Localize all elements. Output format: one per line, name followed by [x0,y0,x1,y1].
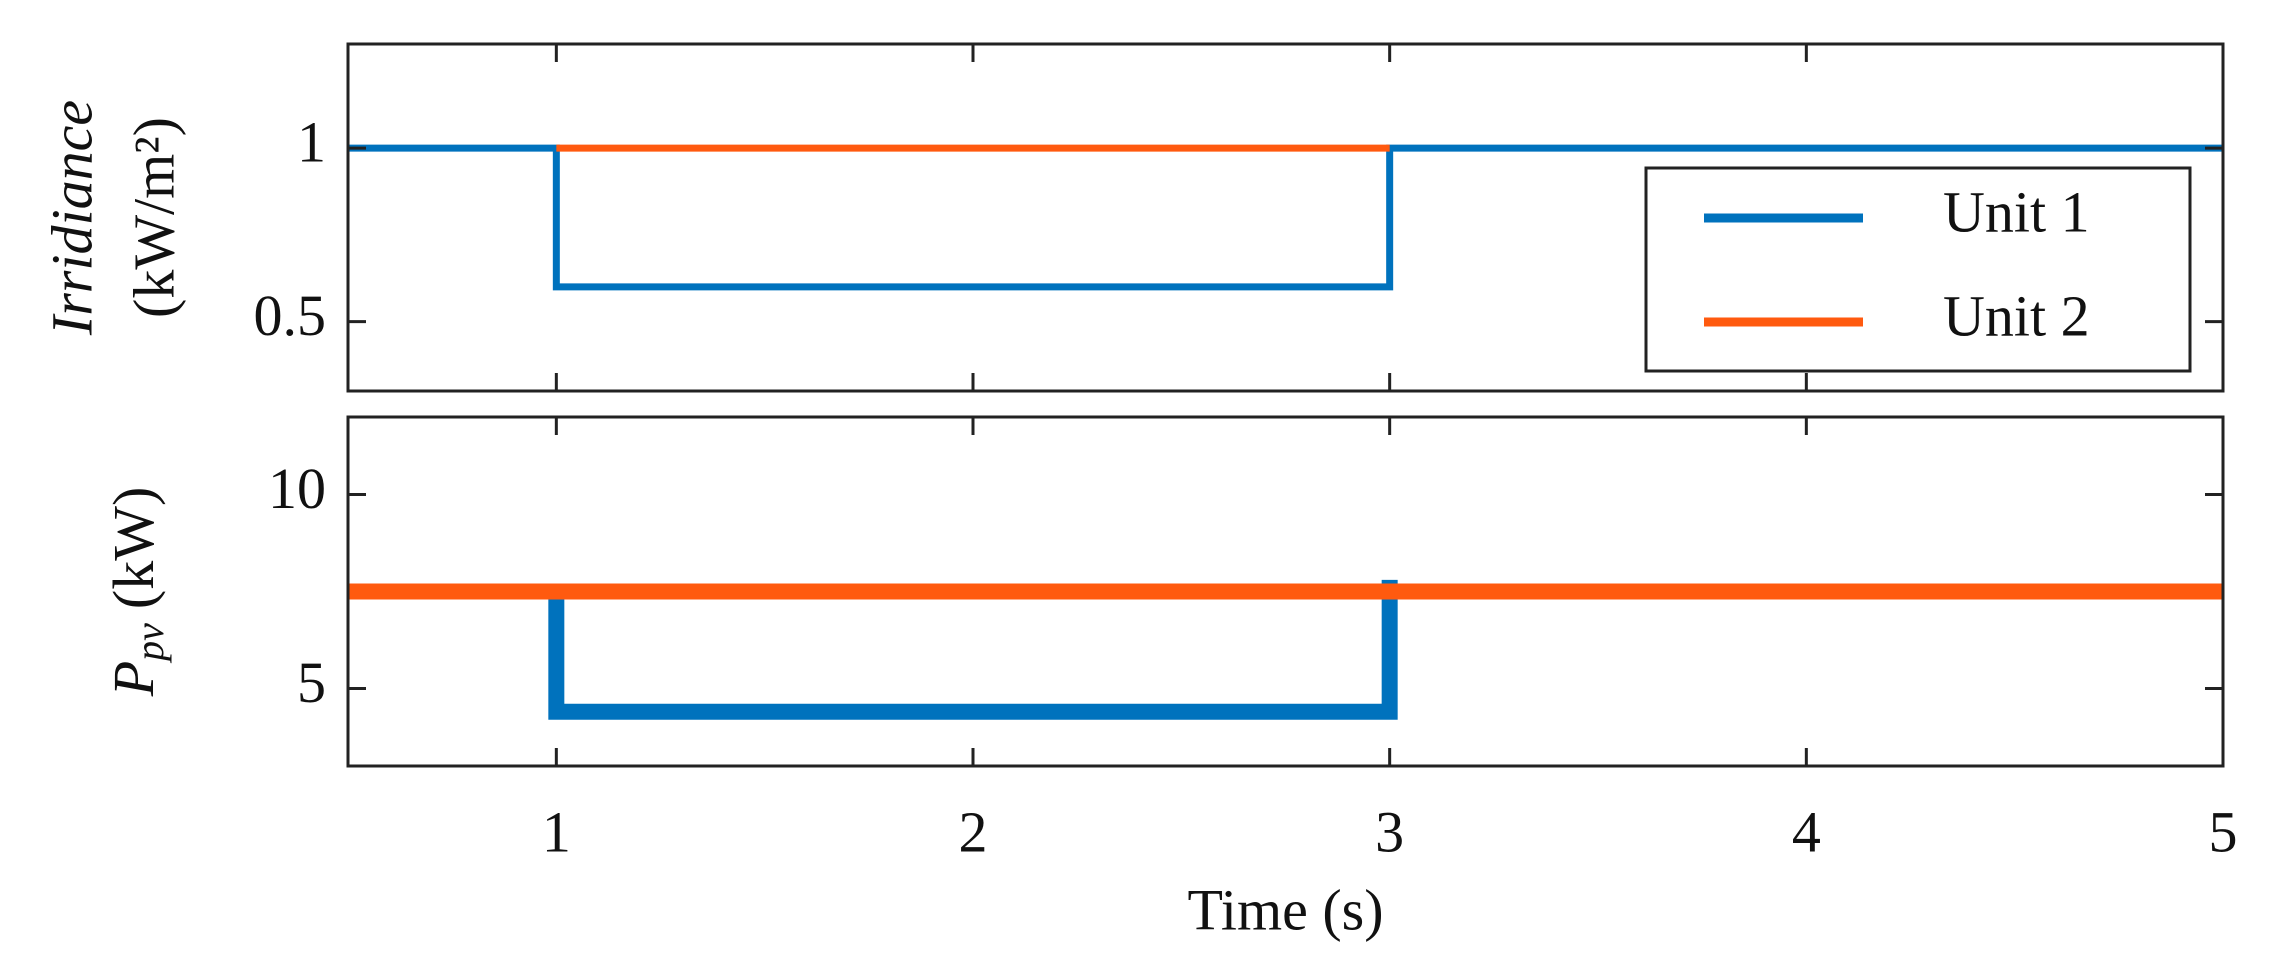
legend-label: Unit 1 [1943,179,2090,244]
unit: (kW) [101,487,166,609]
legend-box [1644,166,2192,373]
y-tick-label: 1 [297,109,326,174]
x-tick-label: 3 [1375,799,1404,864]
subscript: pv [127,623,172,664]
y-axis-label: Irridiance [39,100,104,336]
series-line [348,579,2223,720]
x-tick-label: 5 [2209,799,2238,864]
series-line [348,144,2223,291]
x-axis-label: Time (s) [1187,877,1383,942]
symbol: P [101,661,166,697]
plot-frame [346,415,2225,768]
plot-frame [346,42,2225,393]
x-tick-label: 2 [959,799,988,864]
legend-label: Unit 2 [1943,283,2090,348]
y-tick-label: 10 [268,456,326,521]
y-tick-label: 0.5 [254,283,327,348]
y-axis-unit: (kW/m²) [121,117,186,318]
y-axis-label: Ppv (kW) [101,487,172,698]
x-tick-label: 4 [1792,799,1821,864]
y-tick-label: 5 [297,650,326,715]
x-tick-label: 1 [542,799,571,864]
